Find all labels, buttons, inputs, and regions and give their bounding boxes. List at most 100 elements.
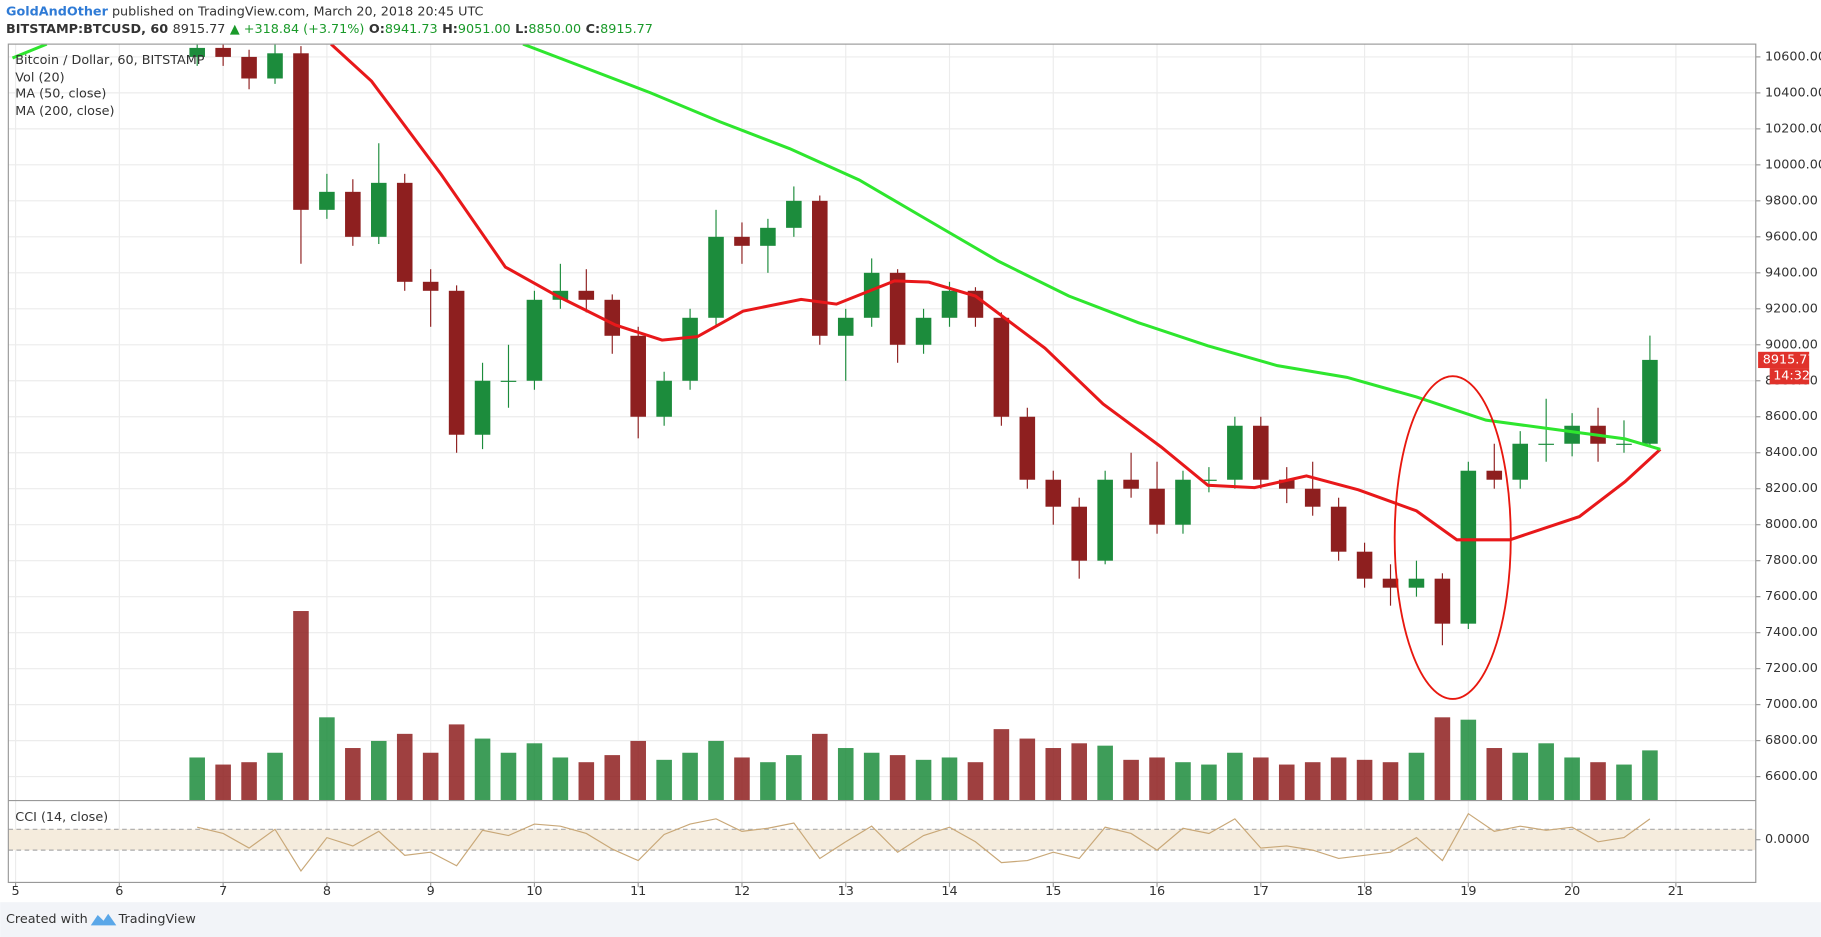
x-tick-label: 13 <box>838 884 854 899</box>
volume-bar <box>915 759 932 800</box>
volume-bar <box>1071 743 1087 800</box>
candle-body <box>422 281 439 291</box>
volume-bar <box>1642 750 1658 800</box>
candle-body <box>604 299 621 336</box>
candle-body <box>656 380 672 417</box>
candle-body <box>1616 443 1632 445</box>
volume-bar <box>1304 762 1321 800</box>
y-tick-label: 10400.00 <box>1765 85 1821 100</box>
volume-bar <box>1434 717 1451 800</box>
footer-created: Created with <box>6 912 88 927</box>
volume-bar <box>319 717 335 800</box>
candle-body <box>863 272 880 318</box>
candle-body <box>682 317 698 381</box>
volume-bar <box>734 757 750 800</box>
candle-body <box>526 299 543 381</box>
candle-body <box>837 317 854 336</box>
grid <box>8 44 1756 883</box>
l-label: L: <box>515 22 528 37</box>
last: 8915.77 <box>173 22 226 37</box>
x-tick-label: 9 <box>427 884 435 899</box>
volume-bar <box>1564 757 1580 800</box>
candle-body <box>474 380 491 435</box>
candle-body <box>1071 506 1087 561</box>
candle-body <box>293 53 309 210</box>
candle-body <box>1019 416 1036 480</box>
ma-line <box>11 44 1661 451</box>
y-tick-label: 8200.00 <box>1765 481 1818 496</box>
volume-bar <box>1538 743 1554 800</box>
candle-body <box>267 53 283 79</box>
last-price-box <box>1758 351 1810 369</box>
volume-bar <box>1278 764 1295 800</box>
x-tick-label: 16 <box>1149 884 1165 899</box>
volume-bar <box>760 762 776 800</box>
volume-bar <box>474 738 491 800</box>
volume-bar <box>786 755 802 800</box>
x-tick-label: 20 <box>1564 884 1580 899</box>
x-tick-label: 17 <box>1253 884 1269 899</box>
y-tick-label: 9600.00 <box>1765 229 1818 244</box>
candle-body <box>552 290 569 300</box>
y-tick-label: 7600.00 <box>1765 589 1818 604</box>
volume-bar <box>526 743 543 800</box>
y-tick-label: 8000.00 <box>1765 517 1818 532</box>
c-label: C: <box>586 22 600 37</box>
volume-bar <box>345 748 361 800</box>
candle-body <box>760 227 776 246</box>
volume-bar <box>448 724 465 800</box>
legend-title: Bitcoin / Dollar, 60, BITSTAMP <box>15 53 204 68</box>
volume-bar <box>604 755 621 800</box>
y-tick-label: 7000.00 <box>1765 697 1818 712</box>
published: published on TradingView.com, March 20, … <box>112 4 484 19</box>
volume-bar <box>189 757 205 800</box>
volume-bar <box>1149 757 1165 800</box>
candle-body <box>578 290 595 300</box>
volume-bar <box>1097 745 1113 800</box>
author[interactable]: GoldAndOther <box>6 4 109 19</box>
candle-body <box>345 191 361 237</box>
candle-body <box>1330 506 1347 552</box>
candle-body <box>448 290 465 435</box>
volume-bar <box>1253 757 1269 800</box>
cci-band <box>8 829 1756 851</box>
volume-bar <box>552 757 569 800</box>
candle-body <box>215 47 231 57</box>
x-tick-label: 21 <box>1668 884 1684 899</box>
cci-layer <box>8 812 1756 872</box>
frame <box>7 43 1757 884</box>
volume-bar <box>708 740 724 800</box>
y-tick-label: 6800.00 <box>1765 733 1818 748</box>
legend-cci: CCI (14, close) <box>15 810 108 825</box>
candle-body <box>241 56 257 79</box>
symbol: BITSTAMP:BTCUSD, 60 <box>6 22 168 37</box>
y-tick-label: 7800.00 <box>1765 553 1818 568</box>
candle-body <box>915 317 932 345</box>
axes: 6600.00 6800.00 7000.00 7200.00 7400.00 7600.… <box>12 49 1821 899</box>
volume-bar <box>993 729 1010 800</box>
footer-brand[interactable]: TradingView <box>118 912 196 927</box>
y-tick-label: 10000.00 <box>1765 157 1821 172</box>
volume-bar <box>889 755 906 800</box>
y-tick-label: 6600.00 <box>1765 769 1818 784</box>
volume-bar <box>1201 764 1217 800</box>
tv-logo[interactable] <box>90 913 117 926</box>
volume-bar <box>1408 752 1425 800</box>
volume-bar <box>1356 759 1373 800</box>
candle-body <box>812 200 828 336</box>
cci-tick-label: 0.0000 <box>1765 832 1810 847</box>
candle-body <box>1564 425 1580 444</box>
legend-ma200: MA (200, close) <box>15 104 114 119</box>
candle-body <box>1408 578 1425 588</box>
x-tick-label: 12 <box>734 884 750 899</box>
x-tick-label: 15 <box>1045 884 1061 899</box>
y-tick-label: 10200.00 <box>1765 121 1821 136</box>
cci-line <box>197 812 1651 872</box>
volume-bar <box>1382 762 1399 800</box>
volume-bar <box>967 762 984 800</box>
y-tick-label: 9000.00 <box>1765 337 1818 352</box>
volume-bar <box>215 764 231 800</box>
x-tick-label: 19 <box>1460 884 1476 899</box>
volume-bar <box>1330 757 1347 800</box>
